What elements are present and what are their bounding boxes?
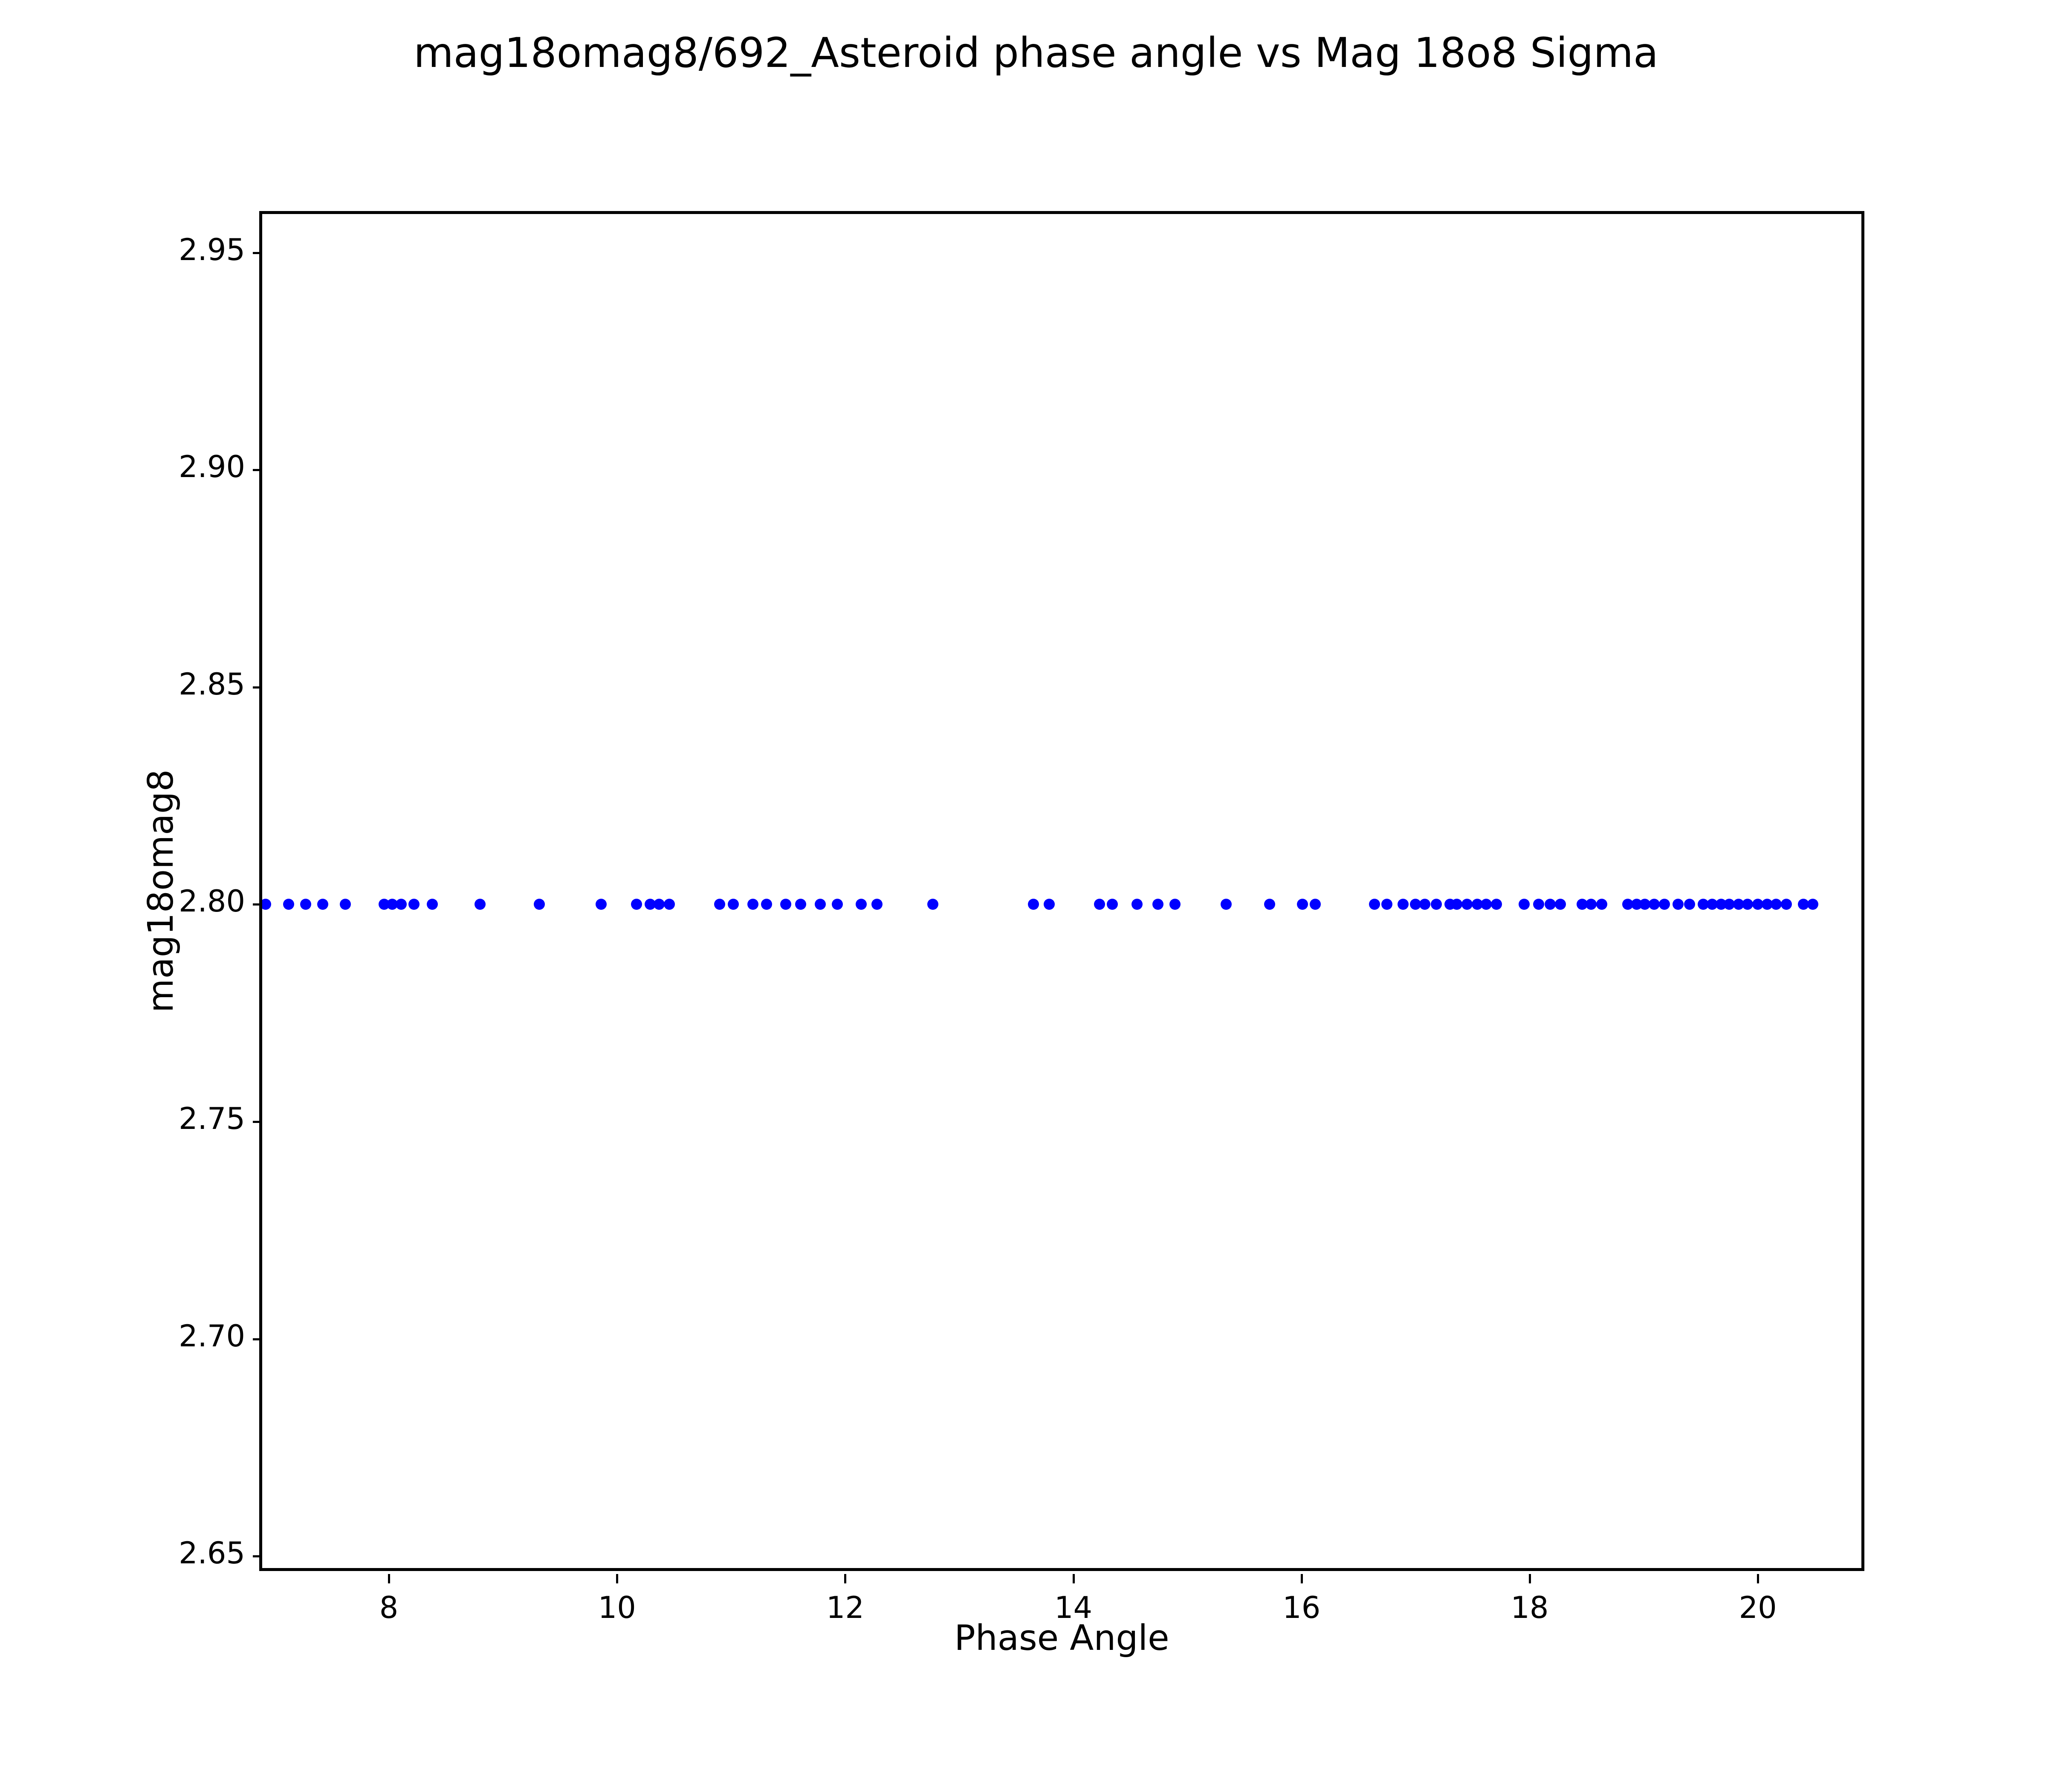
y-tick-label: 2.75 (179, 1101, 245, 1137)
data-point (1131, 899, 1143, 910)
data-point (1309, 899, 1321, 910)
data-point (1094, 899, 1105, 910)
data-point (1430, 899, 1442, 910)
x-tick-mark (844, 1574, 847, 1583)
data-point (631, 899, 642, 910)
data-point (814, 899, 826, 910)
data-point (283, 899, 294, 910)
data-point (1684, 899, 1695, 910)
data-point (871, 899, 883, 910)
data-point (1672, 899, 1684, 910)
data-point (1481, 899, 1492, 910)
x-tick-mark (1757, 1574, 1759, 1583)
y-tick-mark (253, 469, 262, 472)
data-point (317, 899, 328, 910)
data-point (728, 899, 739, 910)
x-tick-label: 14 (1054, 1590, 1093, 1625)
data-point (831, 899, 843, 910)
y-tick-mark (253, 686, 262, 689)
data-point (1221, 899, 1232, 910)
data-point (927, 899, 939, 910)
data-point (664, 899, 675, 910)
data-point (1781, 899, 1792, 910)
y-tick-mark (253, 252, 262, 254)
scatter-series-layer (262, 214, 1861, 1568)
data-point (1491, 899, 1502, 910)
data-point (1555, 899, 1566, 910)
data-point (1451, 899, 1462, 910)
data-point (300, 899, 311, 910)
data-point (1596, 899, 1607, 910)
data-point (595, 899, 607, 910)
y-tick-label: 2.65 (179, 1536, 245, 1571)
y-tick-mark (253, 1555, 262, 1558)
y-tick-label: 2.70 (179, 1318, 245, 1354)
x-tick-label: 8 (379, 1590, 399, 1625)
data-point (761, 899, 772, 910)
y-tick-mark (253, 1338, 262, 1340)
x-tick-label: 10 (598, 1590, 636, 1625)
data-point (780, 899, 792, 910)
x-axis-label: Phase Angle (954, 1618, 1169, 1658)
data-point (1152, 899, 1163, 910)
x-tick-label: 20 (1739, 1590, 1777, 1625)
data-point (1027, 899, 1039, 910)
data-point (1369, 899, 1380, 910)
y-tick-mark (253, 1121, 262, 1123)
data-point (1586, 899, 1597, 910)
x-tick-label: 18 (1511, 1590, 1549, 1625)
data-point (1169, 899, 1181, 910)
y-axis-label: mag18omag8 (141, 769, 181, 1013)
data-point (1461, 899, 1473, 910)
data-point (1044, 899, 1055, 910)
data-point (1419, 899, 1430, 910)
data-point (1648, 899, 1660, 910)
data-point (340, 899, 351, 910)
y-tick-label: 2.90 (179, 449, 245, 485)
data-point (855, 899, 867, 910)
x-tick-mark (1072, 1574, 1075, 1583)
data-point (1264, 899, 1275, 910)
data-point (747, 899, 758, 910)
data-point (534, 899, 545, 910)
data-point (1807, 899, 1818, 910)
data-point (408, 899, 420, 910)
data-point (1518, 899, 1530, 910)
data-point (795, 899, 807, 910)
x-tick-mark (616, 1574, 619, 1583)
data-point (396, 899, 407, 910)
x-tick-label: 16 (1282, 1590, 1321, 1625)
y-tick-label: 2.80 (179, 884, 245, 919)
data-point (1397, 899, 1409, 910)
data-point (262, 899, 272, 910)
y-tick-mark (253, 903, 262, 906)
data-point (1106, 899, 1118, 910)
x-tick-label: 12 (826, 1590, 864, 1625)
data-point (1381, 899, 1393, 910)
chart-title: mag18omag8/692_Asteroid phase angle vs M… (414, 29, 1658, 77)
x-tick-mark (388, 1574, 391, 1583)
data-point (1658, 899, 1670, 910)
data-point (1742, 899, 1754, 910)
data-point (1533, 899, 1545, 910)
data-point (1297, 899, 1308, 910)
data-point (654, 899, 665, 910)
data-point (1545, 899, 1556, 910)
data-point (426, 899, 438, 910)
y-tick-label: 2.85 (179, 666, 245, 702)
x-tick-mark (1300, 1574, 1303, 1583)
data-point (714, 899, 726, 910)
data-point (1770, 899, 1782, 910)
data-point (475, 899, 486, 910)
y-tick-label: 2.95 (179, 232, 245, 267)
plot-area: 2.65 2.70 2.75 2.80 2.85 2.90 2.95 8 10 12 14 16 18… (179, 211, 1864, 1625)
x-tick-mark (1528, 1574, 1531, 1583)
